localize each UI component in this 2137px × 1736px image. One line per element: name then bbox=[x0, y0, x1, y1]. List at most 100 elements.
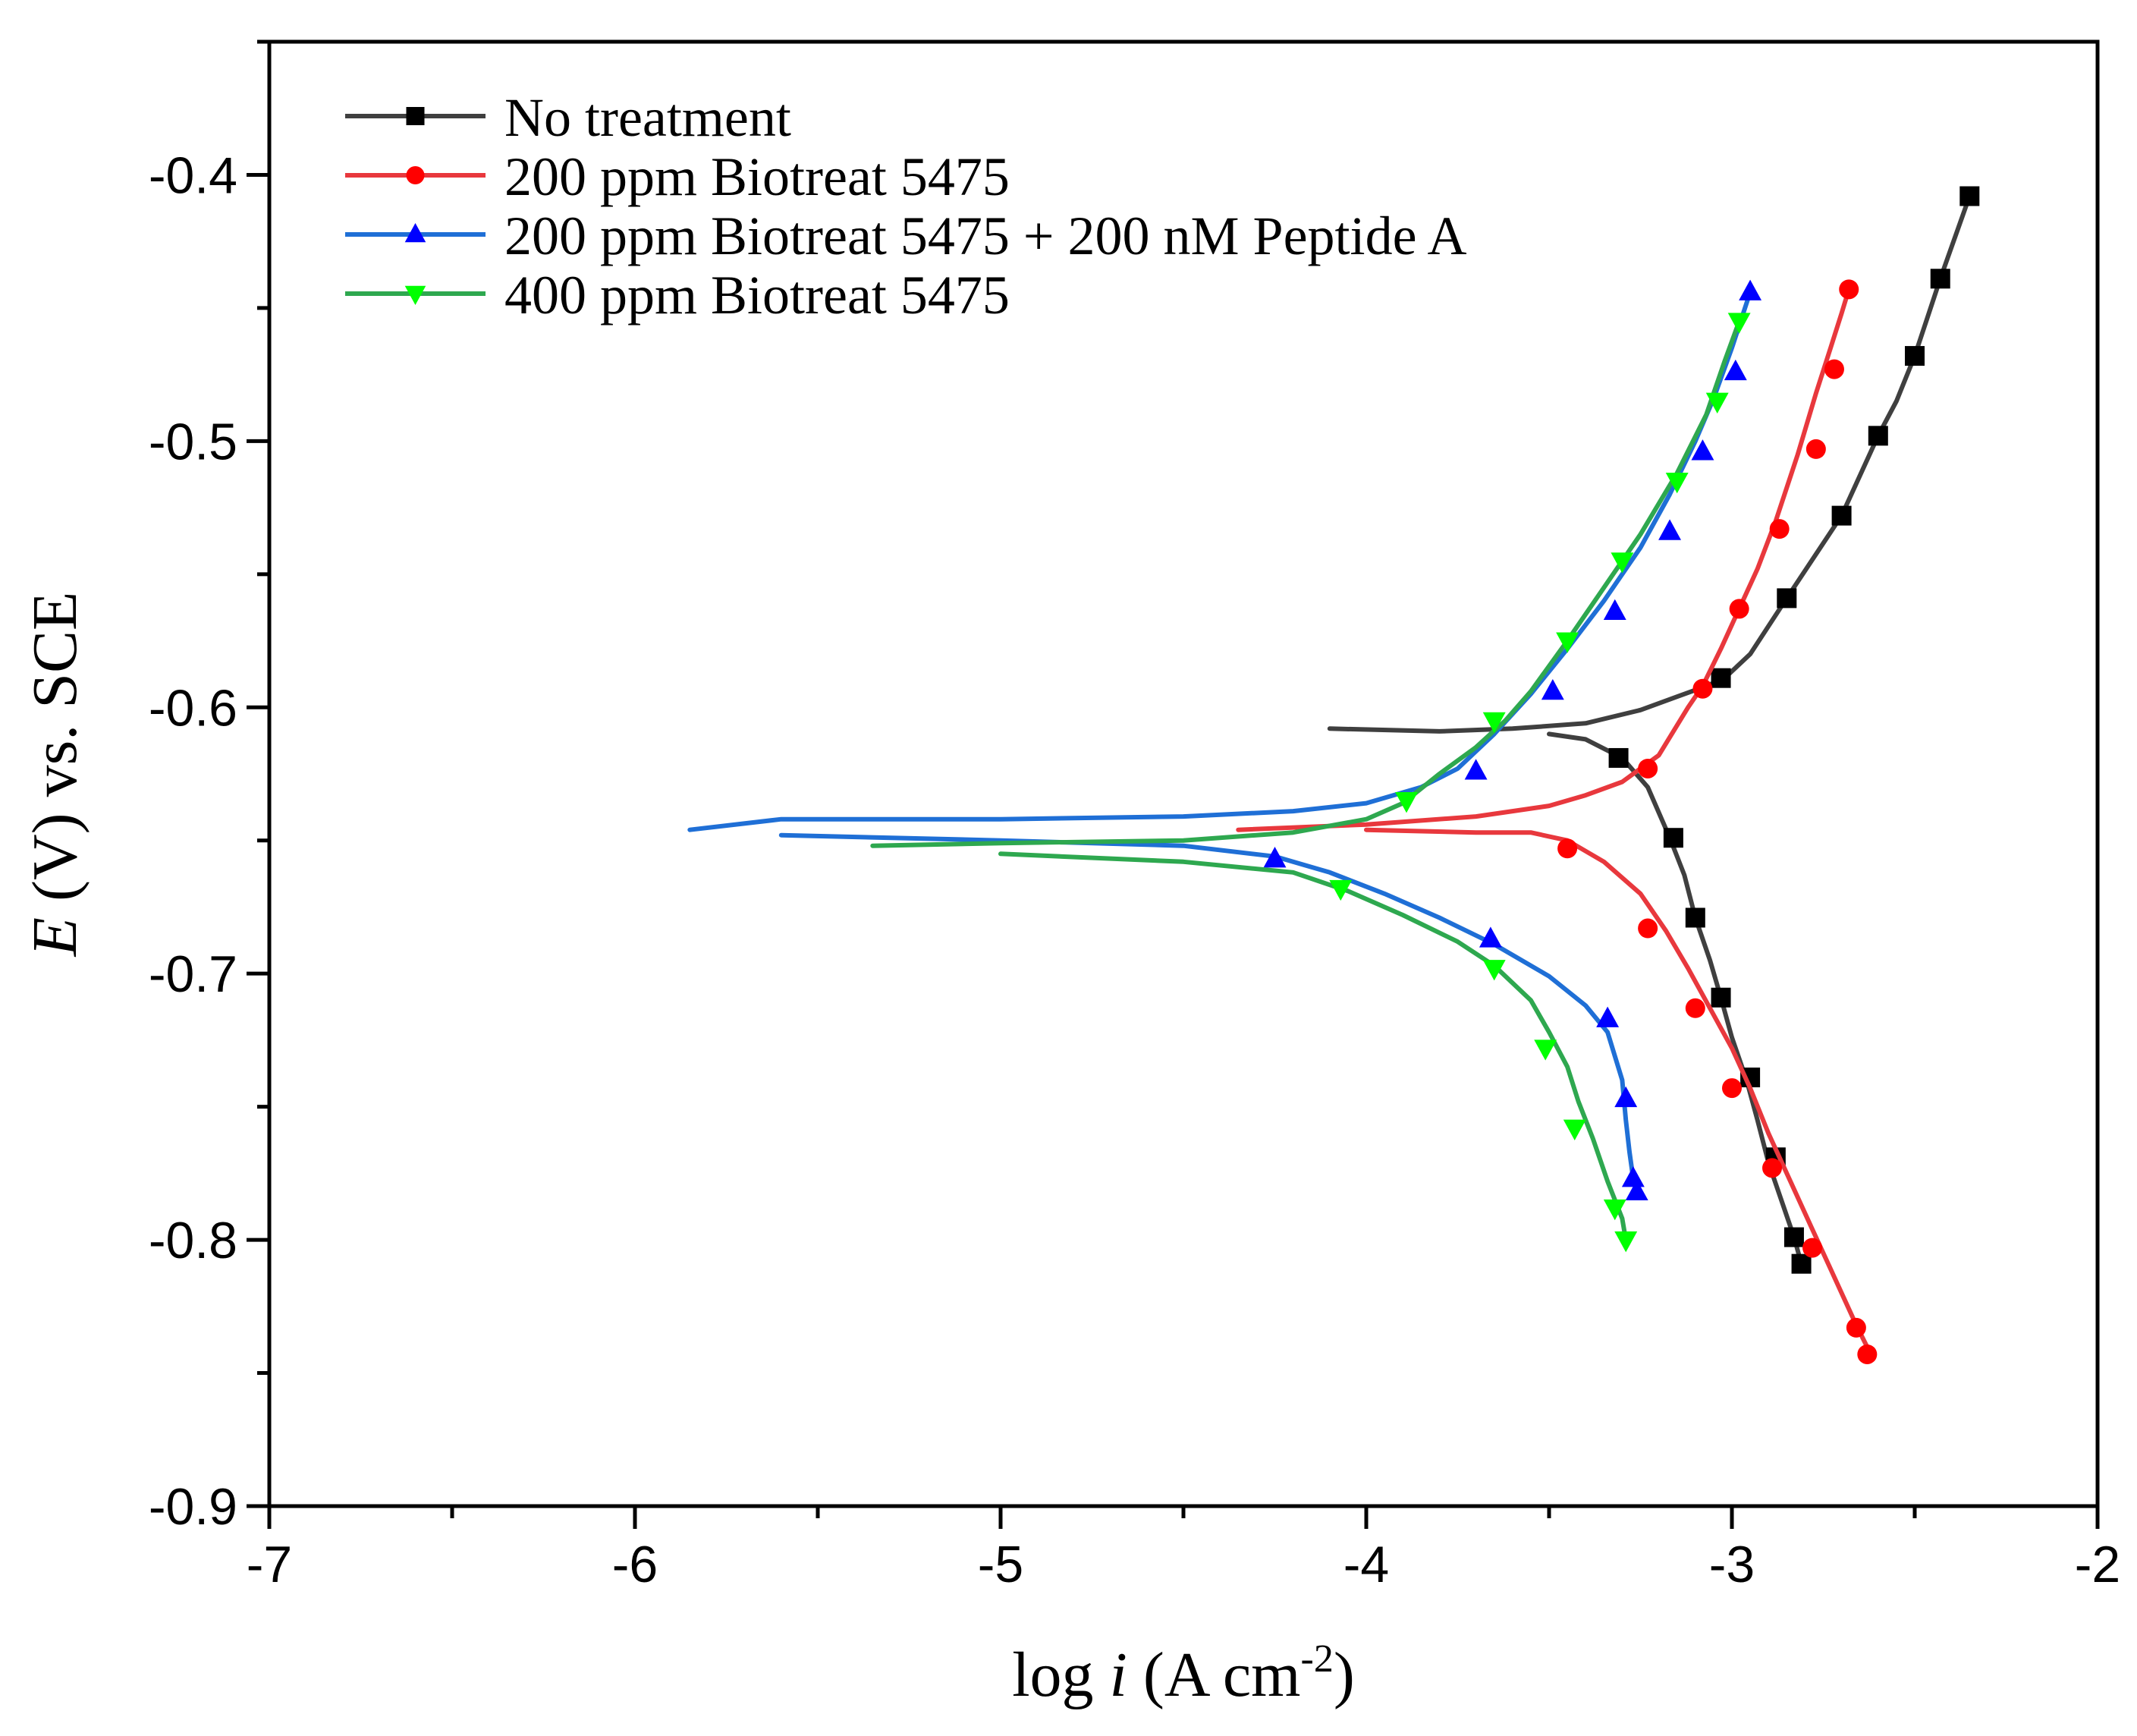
x-axis-title-close: ) bbox=[1334, 1640, 1355, 1710]
data-point-marker bbox=[1722, 1078, 1742, 1099]
series-line bbox=[870, 319, 1742, 848]
data-point-marker bbox=[404, 285, 426, 305]
data-point-marker bbox=[1762, 1158, 1783, 1178]
x-tick-label: -6 bbox=[612, 1536, 658, 1593]
data-point-marker bbox=[1930, 269, 1950, 289]
x-axis-title-unit: (A cm bbox=[1127, 1640, 1301, 1710]
data-point-marker bbox=[1831, 505, 1852, 526]
x-tick-label: -5 bbox=[978, 1536, 1023, 1593]
data-point-marker bbox=[1685, 907, 1705, 928]
data-point-marker bbox=[1638, 758, 1658, 778]
data-point-marker bbox=[1791, 1253, 1812, 1274]
x-tick-label: -3 bbox=[1709, 1536, 1755, 1593]
y-axis-title-rest: (V) vs. SCE bbox=[20, 592, 90, 917]
y-tick-label: -0.7 bbox=[149, 945, 237, 1003]
data-point-marker bbox=[1777, 588, 1797, 609]
series-line bbox=[998, 851, 1629, 1243]
series-1 bbox=[1327, 186, 1980, 1274]
data-point-marker bbox=[1663, 828, 1683, 848]
legend-label: No treatment bbox=[504, 87, 791, 148]
x-axis-title-prefix: log bbox=[1012, 1640, 1109, 1710]
series-line bbox=[1364, 827, 1874, 1357]
data-point-marker bbox=[1805, 439, 1826, 459]
data-point-marker bbox=[1614, 1231, 1638, 1253]
data-point-marker bbox=[1482, 712, 1506, 734]
legend-label: 200 ppm Biotreat 5475 + 200 nM Peptide A bbox=[504, 206, 1467, 266]
data-point-marker bbox=[1541, 678, 1564, 700]
data-point-marker bbox=[1839, 279, 1859, 300]
y-axis-title: E (V) vs. SCE bbox=[20, 592, 90, 958]
x-axis-title-var: i bbox=[1110, 1640, 1127, 1710]
data-point-marker bbox=[1563, 1119, 1586, 1140]
legend-item: 200 ppm Biotreat 5475 + 200 nM Peptide A bbox=[345, 206, 1467, 266]
data-point-marker bbox=[1608, 747, 1629, 768]
data-point-marker bbox=[1479, 926, 1502, 948]
data-point-marker bbox=[1824, 359, 1844, 379]
data-point-marker bbox=[1959, 186, 1980, 206]
x-axis-ticks: -7 -6 -5 -4 -3 -2 bbox=[247, 1506, 2120, 1593]
y-tick-label: -0.6 bbox=[149, 679, 237, 737]
data-point-marker bbox=[1556, 632, 1579, 653]
data-point-marker bbox=[1534, 1039, 1557, 1061]
data-point-marker bbox=[1711, 987, 1731, 1008]
data-point-marker bbox=[1692, 678, 1713, 699]
y-tick-label: -0.5 bbox=[149, 413, 237, 470]
data-point-marker bbox=[1729, 599, 1749, 619]
series-line bbox=[1547, 731, 1804, 1266]
y-tick-label: -0.8 bbox=[149, 1212, 237, 1269]
data-point-marker bbox=[1769, 519, 1790, 539]
data-point-marker bbox=[1464, 759, 1488, 780]
data-point-marker bbox=[1711, 668, 1731, 688]
data-point-marker bbox=[1905, 346, 1925, 366]
data-point-marker bbox=[1611, 552, 1634, 574]
y-tick-label: -0.9 bbox=[149, 1478, 237, 1536]
data-point-marker bbox=[1724, 359, 1747, 381]
legend-item: No treatment bbox=[345, 87, 791, 148]
series-line bbox=[778, 832, 1639, 1194]
y-axis-title-var: E bbox=[20, 917, 90, 957]
data-point-marker bbox=[1614, 1086, 1638, 1108]
series-line bbox=[1236, 287, 1852, 832]
legend-item: 400 ppm Biotreat 5475 bbox=[345, 265, 1010, 326]
series-2 bbox=[1236, 279, 1878, 1364]
y-tick-label: -0.4 bbox=[149, 146, 237, 204]
x-tick-label: -4 bbox=[1343, 1536, 1389, 1593]
data-point-marker bbox=[1621, 1166, 1645, 1187]
data-point-marker bbox=[1596, 1006, 1620, 1027]
data-point-marker bbox=[1727, 313, 1751, 334]
data-point-marker bbox=[1603, 599, 1626, 620]
legend-label: 200 ppm Biotreat 5475 bbox=[504, 146, 1010, 207]
data-point-marker bbox=[1739, 279, 1762, 300]
data-point-marker bbox=[1846, 1317, 1866, 1338]
x-axis-title: log i (A cm-2) bbox=[1012, 1637, 1355, 1710]
data-point-marker bbox=[1783, 1227, 1804, 1247]
data-point-marker bbox=[1691, 439, 1714, 461]
data-point-marker bbox=[1705, 392, 1729, 414]
data-point-marker bbox=[404, 223, 426, 243]
data-point-marker bbox=[1658, 519, 1682, 540]
x-tick-label: -2 bbox=[2075, 1536, 2120, 1593]
data-point-marker bbox=[1625, 1179, 1648, 1200]
data-point-marker bbox=[1603, 1199, 1626, 1221]
data-point-marker bbox=[1868, 426, 1888, 446]
series-line bbox=[687, 289, 1753, 832]
data-point-marker bbox=[1638, 918, 1658, 939]
series-line bbox=[1327, 193, 1972, 734]
y-axis-ticks: -0.9 -0.8 -0.7 -0.6 -0.5 -0.4 bbox=[149, 39, 269, 1536]
data-point-marker bbox=[406, 166, 425, 184]
data-point-marker bbox=[1665, 472, 1689, 494]
data-point-marker bbox=[1329, 879, 1353, 901]
legend-label: 400 ppm Biotreat 5475 bbox=[504, 265, 1010, 326]
data-point-marker bbox=[1395, 792, 1418, 813]
data-point-marker bbox=[1557, 838, 1578, 859]
data-point-marker bbox=[1685, 998, 1705, 1018]
data-point-marker bbox=[1857, 1344, 1878, 1364]
series-layer bbox=[687, 186, 1980, 1364]
x-tick-label: -7 bbox=[247, 1536, 292, 1593]
data-point-marker bbox=[1482, 960, 1506, 981]
x-axis-title-sup: -2 bbox=[1301, 1637, 1334, 1681]
data-point-marker bbox=[1263, 847, 1287, 868]
